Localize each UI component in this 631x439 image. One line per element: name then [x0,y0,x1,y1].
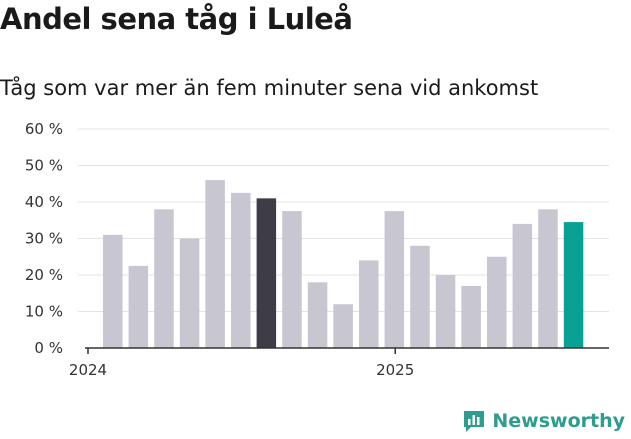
bar [282,211,302,348]
y-tick-label: 50 % [25,157,63,175]
bar [487,256,507,348]
y-tick-label: 10 % [25,303,63,321]
bar [384,211,405,348]
bar [563,222,584,348]
bar [512,223,533,348]
bar [410,245,430,348]
y-tick-label: 40 % [25,193,63,211]
chart-title: Andel sena tåg i Luleå [0,2,353,36]
bar [307,282,328,348]
bar [538,209,558,348]
y-tick-label: 0 % [34,339,63,357]
bar [103,234,123,348]
brand-logo: Newsworthy [462,409,625,433]
bar [333,304,353,348]
y-tick-label: 20 % [25,266,63,284]
x-tick-label: 2024 [69,361,107,379]
bar [179,238,200,348]
bar [435,275,456,348]
y-tick-label: 30 % [25,230,63,248]
bar [128,265,149,348]
x-tick-label: 2025 [376,361,414,379]
bar [256,198,277,348]
bar [154,209,174,348]
bar [359,260,379,348]
chart-subtitle: Tåg som var mer än fem minuter sena vid … [0,76,539,100]
bar-chart: 0 % 10 % 20 % 30 % 40 % 50 % 60 % 2024 2025 [25,120,609,379]
bar [461,285,481,348]
brand-name: Newsworthy [492,410,625,432]
bar [231,192,251,348]
y-tick-label: 60 % [25,120,63,138]
bar [205,180,225,348]
newsworthy-logo-icon [464,411,485,432]
